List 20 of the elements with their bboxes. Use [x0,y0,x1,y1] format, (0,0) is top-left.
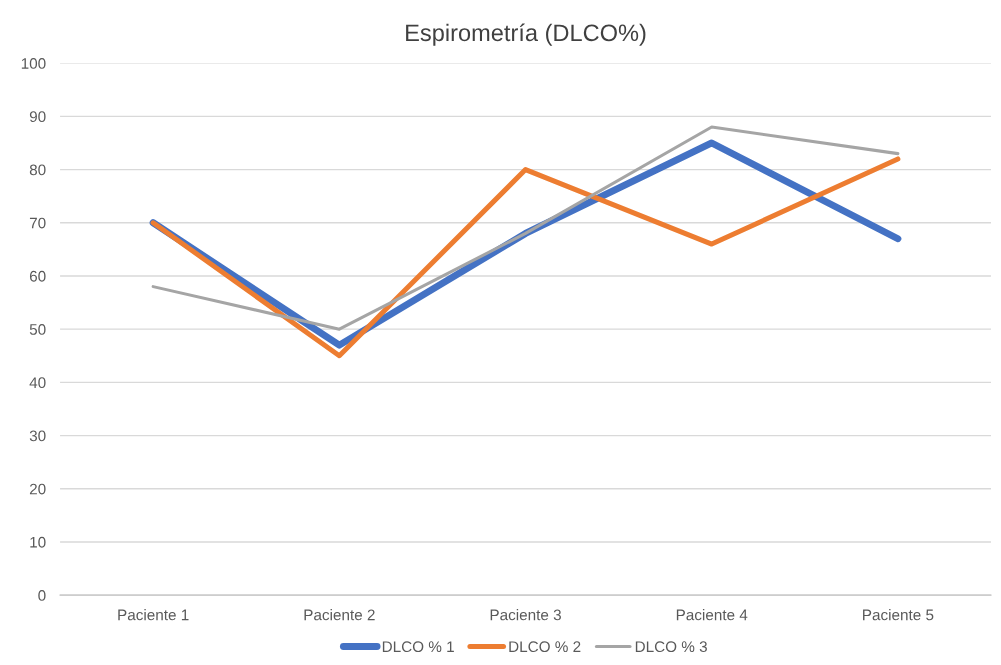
y-tick-label: 60 [29,270,46,282]
legend-label: DLCO % 1 [382,641,454,653]
y-tick-label: 90 [29,111,46,123]
y-tick-label: 50 [29,324,46,335]
legend-label: DLCO % 3 [635,641,707,653]
y-tick-label: 20 [29,483,46,495]
x-tick-label: Paciente 1 [118,609,189,621]
chart-title: Espirometría (DLCO%) [406,23,646,46]
x-tick-label: Paciente 5 [863,609,934,621]
y-tick-label: 30 [29,430,46,442]
legend-label: DLCO % 2 [509,641,581,653]
y-tick-label: 10 [30,536,46,548]
x-tick-label: Paciente 3 [490,609,561,621]
x-tick-label: Paciente 2 [304,609,375,621]
y-tick-label: 70 [29,217,46,229]
x-tick-label: Paciente 4 [676,609,748,621]
y-tick-label: 100 [21,58,46,69]
y-tick-label: 80 [29,164,46,176]
y-tick-label: 0 [38,590,46,601]
y-tick-label: 40 [29,377,46,389]
